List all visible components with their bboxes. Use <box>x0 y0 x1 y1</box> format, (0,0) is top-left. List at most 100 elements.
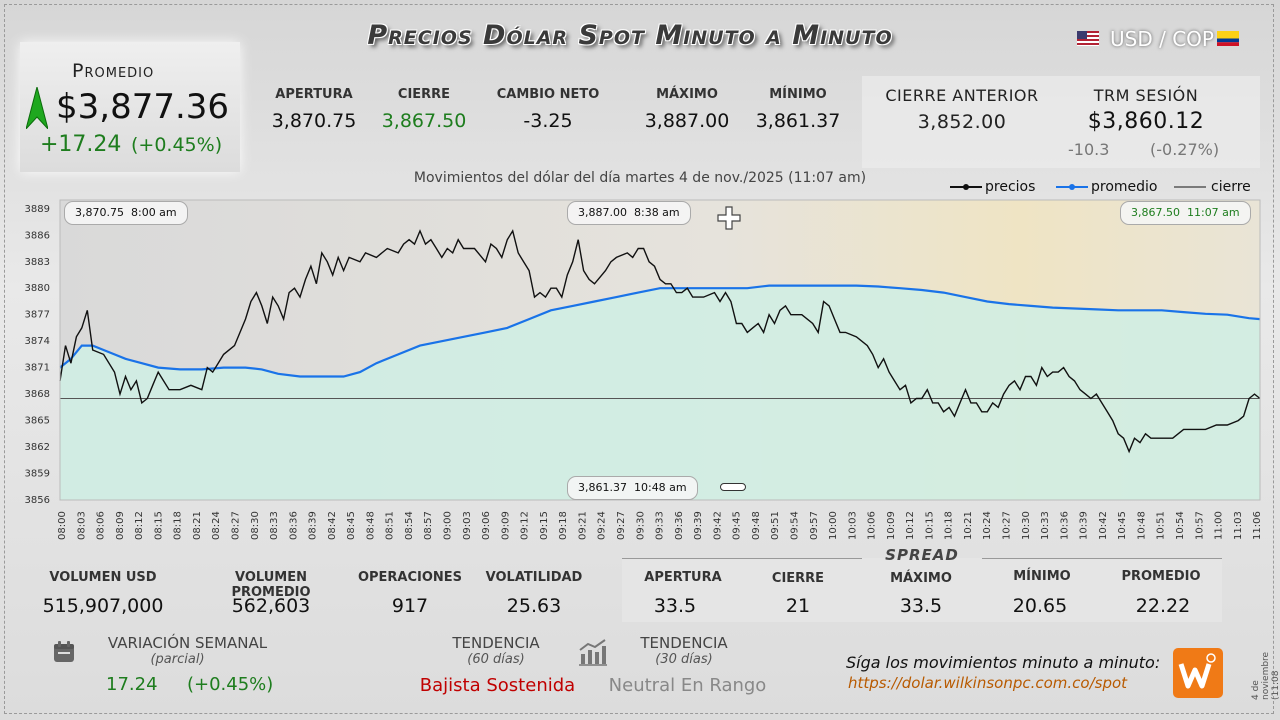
average-panel <box>20 42 240 172</box>
max-annotation: 3,887.00 8:38 am <box>567 201 691 225</box>
x-tick-label: 08:51 <box>385 511 396 540</box>
weekly-variation-percent: (+0.45%) <box>187 674 274 695</box>
zoom-handle[interactable] <box>720 483 746 491</box>
spread-average-value: 22.22 <box>1135 595 1191 617</box>
y-tick-label: 3865 <box>25 416 50 427</box>
x-tick-label: 10:51 <box>1156 511 1167 540</box>
operations-label: OPERACIONES <box>357 570 463 585</box>
max-annotation-time: 8:38 am <box>633 206 680 219</box>
x-tick-label: 09:33 <box>655 511 666 540</box>
x-tick-label: 10:24 <box>982 511 993 540</box>
follow-link[interactable]: https://dolar.wilkinsonpc.com.co/spot <box>848 674 1128 692</box>
x-tick-label: 08:42 <box>327 511 338 540</box>
open-annotation-value: 3,870.75 <box>75 206 124 219</box>
x-tick-label: 08:33 <box>269 511 280 540</box>
x-tick-label: 09:30 <box>635 511 646 540</box>
average-line <box>59 284 1261 378</box>
trend-30-sub: (30 días) <box>655 652 713 667</box>
operations-value: 917 <box>391 595 429 617</box>
average-change-percent: (+0.45%) <box>131 134 223 156</box>
x-tick-label: 09:09 <box>500 511 511 540</box>
x-tick-label: 10:39 <box>1079 511 1090 540</box>
spread-min-label: MÍNIMO <box>1013 569 1071 584</box>
colombia-flag-icon <box>1217 31 1239 46</box>
open-annotation-time: 8:00 am <box>130 206 177 219</box>
trend-60-value: Bajista Sostenida <box>419 675 576 696</box>
average-volume-value: 562,603 <box>231 595 311 617</box>
crosshair-icon[interactable] <box>716 205 742 231</box>
x-tick-label: 09:39 <box>693 511 704 540</box>
x-tick-label: 08:39 <box>308 511 319 540</box>
x-tick-label: 10:33 <box>1040 511 1051 540</box>
x-tick-label: 11:03 <box>1233 511 1244 540</box>
y-tick-label: 3862 <box>25 442 50 453</box>
close-value: 3,867.50 <box>381 110 467 132</box>
x-tick-label: 10:09 <box>886 511 897 540</box>
min-annotation-time: 10:48 am <box>633 481 687 494</box>
x-tick-label: 10:27 <box>1002 511 1013 540</box>
x-tick-label: 10:03 <box>847 511 858 540</box>
x-tick-label: 10:36 <box>1059 511 1070 540</box>
x-tick-label: 09:57 <box>809 511 820 540</box>
x-tick-label: 10:42 <box>1098 511 1109 540</box>
y-tick-label: 3874 <box>25 336 50 347</box>
x-axis: 08:00 08:03 08:06 08:09 08:12 08:15 08:18 08:21… <box>57 511 1263 540</box>
x-tick-label: 10:54 <box>1175 511 1186 540</box>
spread-min-value: 20.65 <box>1012 595 1068 617</box>
volume-usd-value: 515,907,000 <box>42 595 164 617</box>
x-tick-label: 09:45 <box>732 511 743 540</box>
legend-prices-label: precios <box>985 179 1036 195</box>
max-annotation-value: 3,887.00 <box>578 206 627 219</box>
x-tick-label: 08:03 <box>76 511 87 540</box>
volume-usd-label: VOLUMEN USD <box>49 570 157 585</box>
wilkinson-logo-icon[interactable] <box>1173 648 1223 698</box>
x-tick-label: 08:36 <box>288 511 299 540</box>
spread-max-value: 33.5 <box>899 595 943 617</box>
trm-change-percent: (-0.27%) <box>1150 140 1220 159</box>
x-tick-label: 09:18 <box>558 511 569 540</box>
x-tick-label: 08:15 <box>153 511 164 540</box>
spread-open-value: 33.5 <box>653 595 697 617</box>
spread-close-value: 21 <box>785 595 811 617</box>
x-tick-label: 10:30 <box>1021 511 1032 540</box>
legend-average-label: promedio <box>1091 179 1158 195</box>
spread-title: SPREAD <box>885 546 959 564</box>
min-value: 3,861.37 <box>755 110 841 132</box>
open-value: 3,870.75 <box>271 110 357 132</box>
us-flag-icon <box>1077 31 1099 46</box>
x-tick-label: 09:12 <box>520 511 531 540</box>
spread-max-label: MÁXIMO <box>890 571 952 586</box>
follow-text: Síga los movimientos minuto a minuto: <box>846 653 1161 672</box>
previous-close-value: 3,852.00 <box>917 111 1007 133</box>
x-tick-label: 08:12 <box>134 511 145 540</box>
y-axis: 3856 3859 3862 3865 3868 3871 3874 3877 3880 3883… <box>25 204 50 506</box>
close-annotation-time: 11:07 am <box>1186 206 1240 219</box>
y-tick-label: 3871 <box>25 363 50 374</box>
weekly-variation-sub: (parcial) <box>150 652 205 667</box>
x-tick-label: 10:57 <box>1194 511 1205 540</box>
x-tick-label: 10:06 <box>867 511 878 540</box>
open-label: APERTURA <box>275 87 353 102</box>
x-tick-label: 09:15 <box>539 511 550 540</box>
x-tick-label: 08:48 <box>365 511 376 540</box>
trend-60-label: TENDENCIA <box>452 634 540 652</box>
x-tick-label: 09:36 <box>674 511 685 540</box>
legend-prices-swatch <box>950 184 982 190</box>
x-tick-label: 09:54 <box>789 511 800 540</box>
spread-rule-left <box>622 558 862 559</box>
spread-average-label: PROMEDIO <box>1121 569 1201 584</box>
x-tick-label: 10:18 <box>944 511 955 540</box>
average-change: +17.24 <box>40 132 122 157</box>
spread-panel <box>622 558 1222 622</box>
y-tick-label: 3859 <box>25 469 50 480</box>
average-area-fill <box>60 285 1260 500</box>
close-annotation: 3,867.50 11:07 am <box>1120 201 1251 225</box>
min-label: MÍNIMO <box>769 87 827 102</box>
trend-60-sub: (60 días) <box>467 652 525 667</box>
x-tick-label: 08:54 <box>404 511 415 540</box>
x-tick-label: 08:30 <box>250 511 261 540</box>
legend-close-swatch <box>1174 186 1206 188</box>
x-tick-label: 09:42 <box>712 511 723 540</box>
page-title: Precios Dólar Spot Minuto a Minuto <box>367 20 893 51</box>
